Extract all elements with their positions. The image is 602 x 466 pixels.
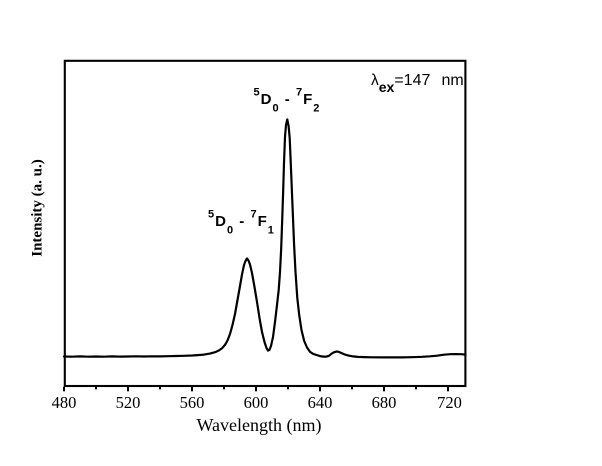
svg-text:Wavelength (nm): Wavelength (nm) <box>196 415 321 436</box>
svg-text:Intensity (a. u.): Intensity (a. u.) <box>30 159 46 257</box>
svg-text:560: 560 <box>180 393 205 412</box>
svg-text:5D0 - 7F2: 5D0 - 7F2 <box>254 87 321 115</box>
svg-text:520: 520 <box>116 393 141 412</box>
svg-text:640: 640 <box>308 393 333 412</box>
svg-text:680: 680 <box>372 393 397 412</box>
svg-text:480: 480 <box>52 393 77 412</box>
svg-text:600: 600 <box>244 393 269 412</box>
svg-text:5D0 - 7F1: 5D0 - 7F1 <box>208 209 275 237</box>
svg-text:720: 720 <box>437 393 462 412</box>
